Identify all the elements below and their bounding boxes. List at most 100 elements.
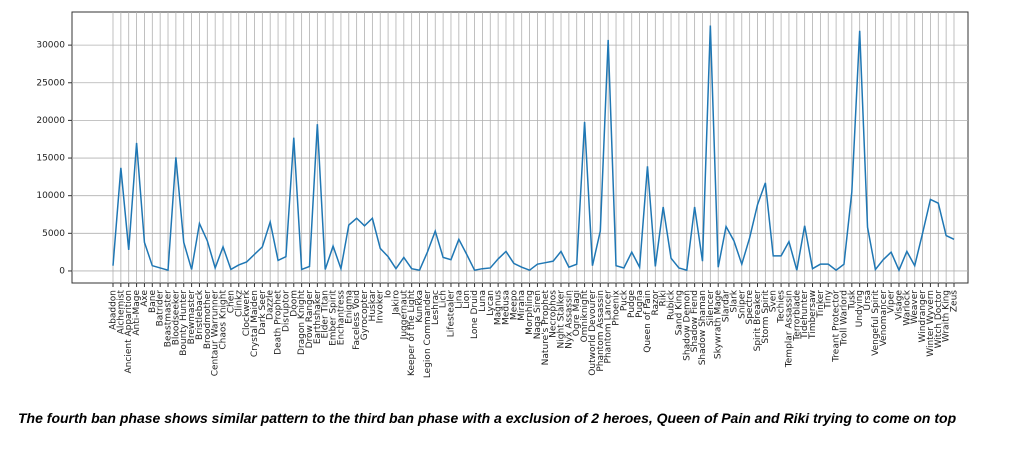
plot-area [71, 11, 969, 284]
x-tick-label: Visage [894, 290, 904, 320]
x-tick-label: Legion Commander [423, 290, 433, 378]
x-tick-label: Silencer [706, 290, 716, 326]
x-tick-label: Razor [651, 290, 661, 316]
x-tick-label: Chaos Knight [219, 290, 229, 350]
x-tick-label: Night Stalker [557, 290, 567, 349]
x-tick-label: Ogre Magi [572, 290, 582, 336]
x-tick-label: Spectre [745, 290, 755, 325]
x-tick-label: Sniper [737, 290, 747, 319]
x-tick-label: Death Prophet [274, 290, 284, 355]
x-tick-label: Naga Siren [533, 290, 543, 339]
x-tick-label: Sand King [674, 290, 684, 335]
x-tick-label: Bounty Hunter [179, 290, 189, 356]
x-tick-label: Io [384, 290, 394, 299]
x-tick-label: Spirit Breaker [753, 290, 763, 352]
x-tick-label: Tinker [816, 290, 826, 319]
y-tick-label: 0 [59, 266, 65, 276]
x-tick-label: Morphling [525, 290, 535, 335]
x-tick-label: Centaur Warrunner [211, 290, 221, 377]
x-tick-label: Abaddon [109, 290, 119, 330]
x-tick-label: Nature's Prophet [541, 290, 551, 366]
x-tick-label: Doom [289, 290, 299, 317]
x-tick-label: Storm Spirit [761, 290, 771, 344]
x-tick-label: Huskar [368, 290, 378, 322]
x-tick-label: Tiny [824, 289, 834, 309]
x-tick-label: Earthshaker [313, 290, 323, 344]
x-tick-label: Bane [148, 290, 158, 313]
x-tick-label: Winter Wyvern [926, 290, 936, 357]
x-tick-label: Shadow Fiend [690, 290, 700, 352]
x-tick-label: Ember Spirit [329, 290, 339, 346]
x-tick-label: Riki [659, 290, 669, 306]
x-tick-label: Puck [619, 289, 629, 311]
x-tick-label: Dark Seer [258, 290, 268, 335]
x-tick-label: Enchantress [336, 290, 346, 346]
x-tick-label: Weaver [910, 290, 920, 324]
x-tick-label: Nyx Assassin [564, 290, 574, 349]
x-tick-label: Batrider [156, 290, 166, 327]
x-tick-label: Omniknight [580, 290, 590, 343]
x-tick-label: Ancient Apparition [124, 290, 134, 373]
x-tick-label: Vengeful Spirit [871, 290, 881, 356]
x-tick-label: Luna [478, 290, 488, 312]
x-tick-label: Phoenix [612, 289, 622, 325]
x-tick-label: Lina [454, 290, 464, 309]
x-tick-label: Windranger [918, 290, 928, 343]
x-tick-label: Enigma [344, 290, 354, 324]
x-tick-label: Faceless Void [352, 290, 362, 350]
x-tick-label: Disruptor [281, 290, 291, 332]
x-tick-label: Elder Titan [321, 290, 331, 338]
x-tick-label: Viper [887, 290, 897, 314]
x-tick-label: Beastmaster [164, 290, 174, 347]
x-tick-label: Drow Ranger [305, 290, 315, 349]
x-tick-label: Tusk [847, 289, 857, 311]
x-tick-label: Templar Assassin [784, 290, 794, 368]
x-tick-label: Timbersaw [808, 290, 818, 340]
caption: The fourth ban phase shows similar patte… [18, 410, 957, 426]
x-tick-label: Alchemist [116, 290, 126, 335]
x-tick-label: Phantom Lancer [604, 290, 614, 364]
x-tick-label: Slardar [722, 290, 732, 322]
x-tick-label: Anti-Mage [132, 290, 142, 336]
x-tick-label: Dazzle [266, 290, 276, 320]
x-tick-label: Outworld Devourer [588, 290, 598, 376]
x-tick-label: Rubick [667, 289, 677, 320]
x-tick-label: Phantom Assassin [596, 290, 606, 372]
data-line [112, 25, 955, 273]
x-tick-label: Meepo [509, 290, 519, 321]
x-tick-label: Kunkka [415, 290, 425, 323]
x-tick-label: Warlock [902, 289, 912, 325]
y-tick-label: 25000 [36, 78, 65, 88]
x-tick-label: Pugna [635, 290, 645, 318]
y-tick-label: 5000 [42, 229, 65, 239]
x-tick-label: Bloodseeker [171, 290, 181, 346]
x-tick-label: Shadow Shaman [698, 290, 708, 365]
x-tick-label: Juggernaut [399, 290, 409, 341]
x-tick-label: Bristleback [195, 289, 205, 340]
x-tick-label: Jakiro [391, 290, 401, 316]
x-tick-label: Techies [777, 290, 787, 324]
x-tick-label: Medusa [501, 290, 511, 325]
x-tick-label: Wraith King [942, 290, 952, 342]
x-tick-label: Brewmaster [187, 290, 197, 345]
x-tick-label: Venomancer [879, 290, 889, 347]
x-tick-label: Troll Warlord [839, 290, 849, 347]
y-tick-label: 30000 [36, 41, 65, 51]
x-tick-label: Slark [729, 289, 739, 312]
x-tick-label: Broodmother [203, 290, 213, 349]
x-tick-label: Lone Druid [470, 290, 480, 339]
x-tick-label: Zeus [950, 290, 960, 312]
x-tick-label: Witch Doctor [934, 290, 944, 349]
x-tick-label: Pudge [627, 290, 637, 318]
x-tick-label: Shadow Demon [682, 290, 692, 361]
x-tick-label: Lifestealer [446, 290, 456, 338]
x-tick-label: Magnus [494, 290, 504, 325]
x-tick-label: Undying [855, 290, 865, 327]
x-tick-label: Mirana [517, 290, 527, 321]
x-tick-label: Dragon Knight [297, 290, 307, 355]
y-tick-label: 20000 [36, 116, 65, 126]
x-tick-label: Leshrac [431, 290, 441, 325]
x-tick-label: Queen of Pain [643, 290, 653, 353]
